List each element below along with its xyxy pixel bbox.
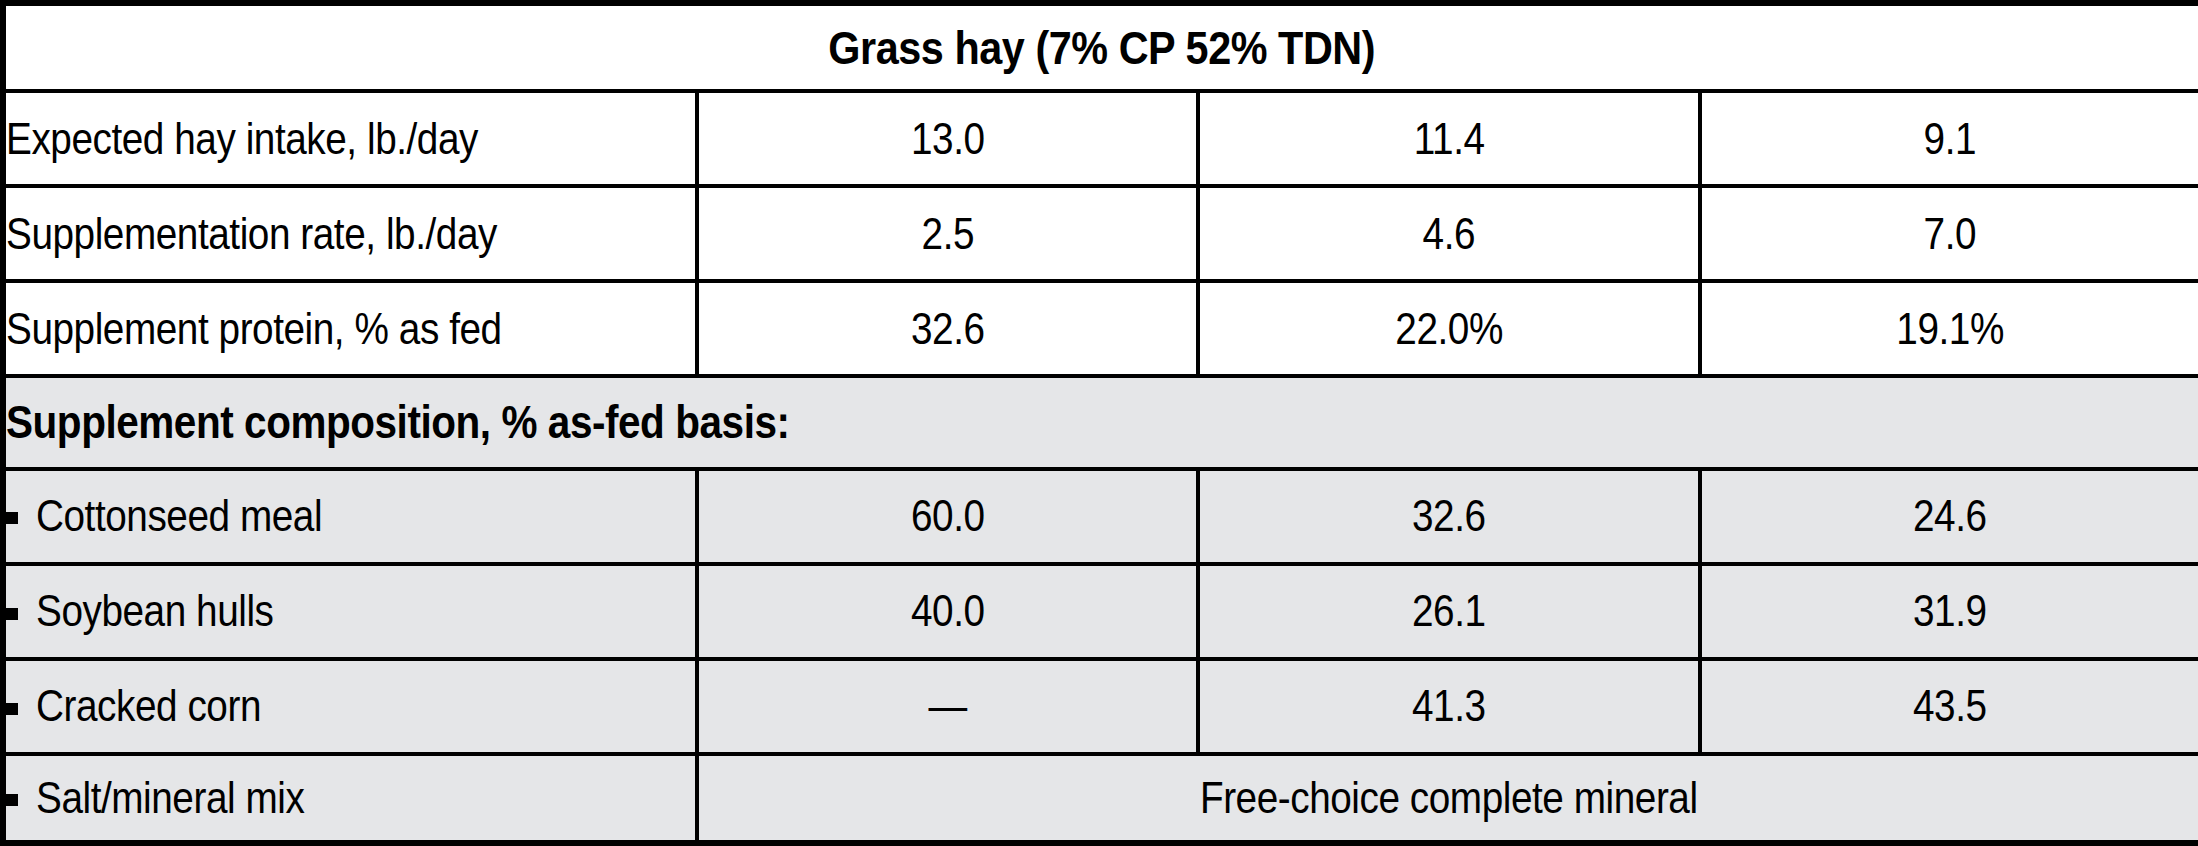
- cell-value: 9.1: [1700, 91, 2198, 186]
- value-text: 40.0: [911, 586, 985, 636]
- value-text: 22.0%: [1395, 304, 1503, 354]
- cell-value: 2.5: [697, 186, 1198, 281]
- table-row: Cottonseed meal 60.0 32.6 24.6: [3, 469, 2198, 564]
- bullet-icon: [6, 512, 18, 524]
- value-text: 41.3: [1412, 681, 1486, 731]
- value-text: 4.6: [1423, 209, 1476, 259]
- cell-value: 11.4: [1198, 91, 1700, 186]
- value-text: 32.6: [911, 304, 985, 354]
- row-label-cell: Expected hay intake, lb./day: [3, 91, 697, 186]
- table-row: Soybean hulls 40.0 26.1 31.9: [3, 564, 2198, 659]
- merged-value-cell: Free-choice complete mineral: [697, 754, 2198, 843]
- row-label: Salt/mineral mix: [36, 773, 304, 823]
- row-label: Expected hay intake, lb./day: [6, 114, 478, 164]
- cell-value: 13.0: [697, 91, 1198, 186]
- cell-value: 31.9: [1700, 564, 2198, 659]
- row-label: Supplement protein, % as fed: [6, 304, 502, 354]
- cell-value: 43.5: [1700, 659, 2198, 754]
- row-label-cell: Soybean hulls: [3, 564, 697, 659]
- cell-value: —: [697, 659, 1198, 754]
- table-row-merged: Salt/mineral mix Free-choice complete mi…: [3, 754, 2198, 843]
- section-header: Supplement composition, % as-fed basis:: [6, 395, 790, 449]
- bullet-icon: [6, 794, 18, 806]
- table-row: Expected hay intake, lb./day 13.0 11.4 9…: [3, 91, 2198, 186]
- row-label-cell: Cottonseed meal: [3, 469, 697, 564]
- row-label: Cottonseed meal: [36, 491, 322, 541]
- bullet-icon: [6, 608, 18, 620]
- value-text: 2.5: [921, 209, 974, 259]
- table-title: Grass hay (7% CP 52% TDN): [829, 20, 1376, 75]
- cell-value: 60.0: [697, 469, 1198, 564]
- cell-value: 32.6: [1198, 469, 1700, 564]
- value-text: 31.9: [1913, 586, 1987, 636]
- section-header-cell: Supplement composition, % as-fed basis:: [3, 376, 2198, 468]
- value-text: 13.0: [911, 114, 985, 164]
- value-text: 11.4: [1414, 114, 1485, 164]
- table-row-section-header: Supplement composition, % as-fed basis:: [3, 376, 2198, 468]
- value-text: 24.6: [1913, 491, 1987, 541]
- row-label-cell: Salt/mineral mix: [3, 754, 697, 843]
- cell-value: 24.6: [1700, 469, 2198, 564]
- value-text: —: [928, 681, 966, 731]
- row-label-cell: Supplement protein, % as fed: [3, 281, 697, 376]
- cell-value: 26.1: [1198, 564, 1700, 659]
- cell-value: 40.0: [697, 564, 1198, 659]
- value-text: 43.5: [1913, 681, 1987, 731]
- value-text: 9.1: [1924, 114, 1977, 164]
- cell-value: 41.3: [1198, 659, 1700, 754]
- value-text: 26.1: [1412, 586, 1486, 636]
- merged-value: Free-choice complete mineral: [1200, 773, 1698, 823]
- cell-value: 19.1%: [1700, 281, 2198, 376]
- table-row: Supplement protein, % as fed 32.6 22.0% …: [3, 281, 2198, 376]
- value-text: 60.0: [911, 491, 985, 541]
- table-title-cell: Grass hay (7% CP 52% TDN): [3, 3, 2198, 91]
- cell-value: 22.0%: [1198, 281, 1700, 376]
- cell-value: 32.6: [697, 281, 1198, 376]
- table-row: Supplementation rate, lb./day 2.5 4.6 7.…: [3, 186, 2198, 281]
- bullet-icon: [6, 703, 18, 715]
- cell-value: 7.0: [1700, 186, 2198, 281]
- table-row-title: Grass hay (7% CP 52% TDN): [3, 3, 2198, 91]
- value-text: 7.0: [1924, 209, 1977, 259]
- table-row: Cracked corn — 41.3 43.5: [3, 659, 2198, 754]
- value-text: 32.6: [1412, 491, 1486, 541]
- supplement-table: Grass hay (7% CP 52% TDN) Expected hay i…: [0, 0, 2198, 846]
- row-label-cell: Supplementation rate, lb./day: [3, 186, 697, 281]
- cell-value: 4.6: [1198, 186, 1700, 281]
- row-label: Supplementation rate, lb./day: [6, 209, 497, 259]
- row-label: Soybean hulls: [36, 586, 274, 636]
- row-label-cell: Cracked corn: [3, 659, 697, 754]
- row-label: Cracked corn: [36, 681, 261, 731]
- value-text: 19.1%: [1896, 304, 2004, 354]
